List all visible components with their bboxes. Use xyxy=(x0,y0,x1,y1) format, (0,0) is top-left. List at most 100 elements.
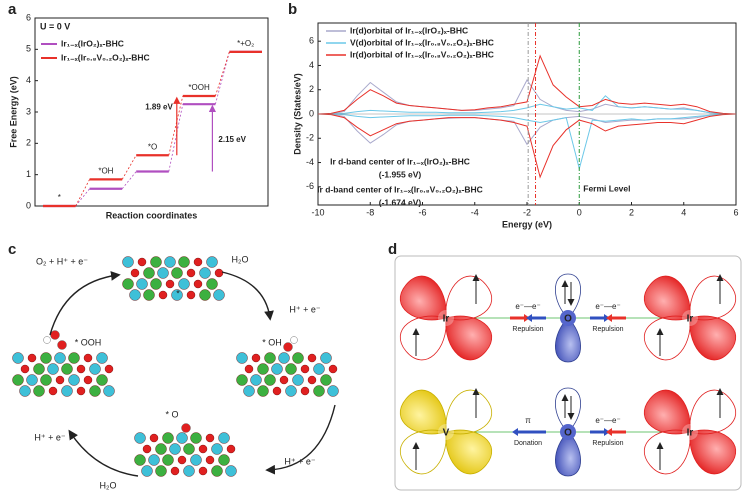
atom xyxy=(148,454,160,466)
cycle-arrow xyxy=(221,271,274,321)
state-label: *OOH xyxy=(188,83,210,92)
orbital-lobe xyxy=(643,429,691,475)
atom xyxy=(272,386,282,396)
x-tick-label: -4 xyxy=(471,207,479,217)
orbital-lobe xyxy=(643,275,691,321)
atom xyxy=(285,363,297,375)
atom xyxy=(134,454,146,466)
atom-label: O xyxy=(564,314,572,325)
atom xyxy=(198,466,208,476)
y-tick-label: 1 xyxy=(26,169,31,179)
atom xyxy=(307,353,317,363)
x-tick-label: -10 xyxy=(311,207,324,217)
marker-label: (-1.955 eV) xyxy=(379,169,422,179)
arrow-head xyxy=(606,314,612,322)
orbital-lobe xyxy=(399,429,447,475)
state-label: *O xyxy=(148,142,157,151)
atom xyxy=(178,256,190,268)
atom xyxy=(169,443,181,455)
atom-center xyxy=(438,310,454,326)
atom xyxy=(177,455,187,465)
atom xyxy=(236,352,248,364)
atom xyxy=(136,278,148,290)
atom xyxy=(218,432,230,444)
atom xyxy=(198,444,208,454)
atom-center xyxy=(560,310,576,326)
atom xyxy=(43,336,51,344)
atom xyxy=(213,289,225,301)
orbital-lobe xyxy=(555,273,581,319)
atom xyxy=(320,352,332,364)
y-tick-label: 4 xyxy=(309,60,314,70)
atom xyxy=(47,363,59,375)
connector xyxy=(168,104,184,172)
atom xyxy=(320,374,332,386)
orbital-lobe xyxy=(399,315,447,361)
state-label: * OOH xyxy=(75,337,102,347)
atom-center xyxy=(682,310,698,326)
atom xyxy=(150,278,162,290)
condition: U = 0 V xyxy=(40,21,70,31)
atom xyxy=(61,363,73,375)
atom xyxy=(142,444,152,454)
step-label: H⁺ + e⁻ xyxy=(289,304,321,314)
atom xyxy=(83,375,93,385)
state-label: * xyxy=(58,193,61,202)
atom xyxy=(190,432,202,444)
atom xyxy=(251,353,261,363)
atom xyxy=(143,289,155,301)
annotation: 2.15 eV xyxy=(218,135,246,144)
atom xyxy=(89,363,101,375)
legend-label: Ir(d)orbital of Ir₁₋ₓ(Ir₀.₈V₀.₂O₂)ₓ-BHC xyxy=(350,49,494,59)
atom xyxy=(141,465,153,477)
orbital-lobe xyxy=(555,431,581,477)
step-label: H⁺ + e⁻ xyxy=(34,432,66,442)
atom xyxy=(171,289,183,301)
atom xyxy=(150,256,162,268)
panel-label: a xyxy=(8,1,17,18)
atom xyxy=(250,374,262,386)
orbital-lobe xyxy=(399,389,447,435)
orbital-lobe xyxy=(555,317,581,363)
atom xyxy=(278,352,290,364)
atom xyxy=(33,363,45,375)
atom xyxy=(143,267,155,279)
annotation: 1.89 eV xyxy=(145,103,173,112)
atom xyxy=(181,423,191,433)
atom xyxy=(104,364,114,374)
orbital-lobe xyxy=(445,315,493,361)
atom xyxy=(26,374,38,386)
atom xyxy=(76,364,86,374)
orbital-lobe xyxy=(555,387,581,433)
dos-line xyxy=(317,113,737,179)
cycle-arrow xyxy=(265,404,336,475)
atom xyxy=(137,257,147,267)
atom xyxy=(211,465,223,477)
orbital-lobe xyxy=(689,315,737,361)
atom xyxy=(68,374,80,386)
atom xyxy=(206,256,218,268)
atom xyxy=(236,374,248,386)
atom xyxy=(176,432,188,444)
atom xyxy=(199,267,211,279)
atom xyxy=(257,363,269,375)
atom xyxy=(313,363,325,375)
atom xyxy=(158,290,168,300)
atom xyxy=(290,336,298,344)
step-label: O₂ + H⁺ + e⁻ xyxy=(36,256,88,266)
atom xyxy=(54,352,66,364)
atom xyxy=(162,432,174,444)
atom xyxy=(211,443,223,455)
orbital-lobe xyxy=(689,429,737,475)
atom xyxy=(186,290,196,300)
atom xyxy=(50,330,60,340)
atom xyxy=(27,353,37,363)
y-axis-label: Free Energy (eV) xyxy=(8,76,18,148)
orbital-lobe xyxy=(689,275,737,321)
step-label: H₂O xyxy=(100,480,117,490)
legend-label: V(d)orbital of Ir₁₋ₓ(Ir₀.₈V₀.₂O₂)ₓ-BHC xyxy=(350,37,494,47)
atom xyxy=(57,340,67,350)
y-tick-label: -4 xyxy=(306,157,314,167)
atom-label: Ir xyxy=(687,314,694,325)
